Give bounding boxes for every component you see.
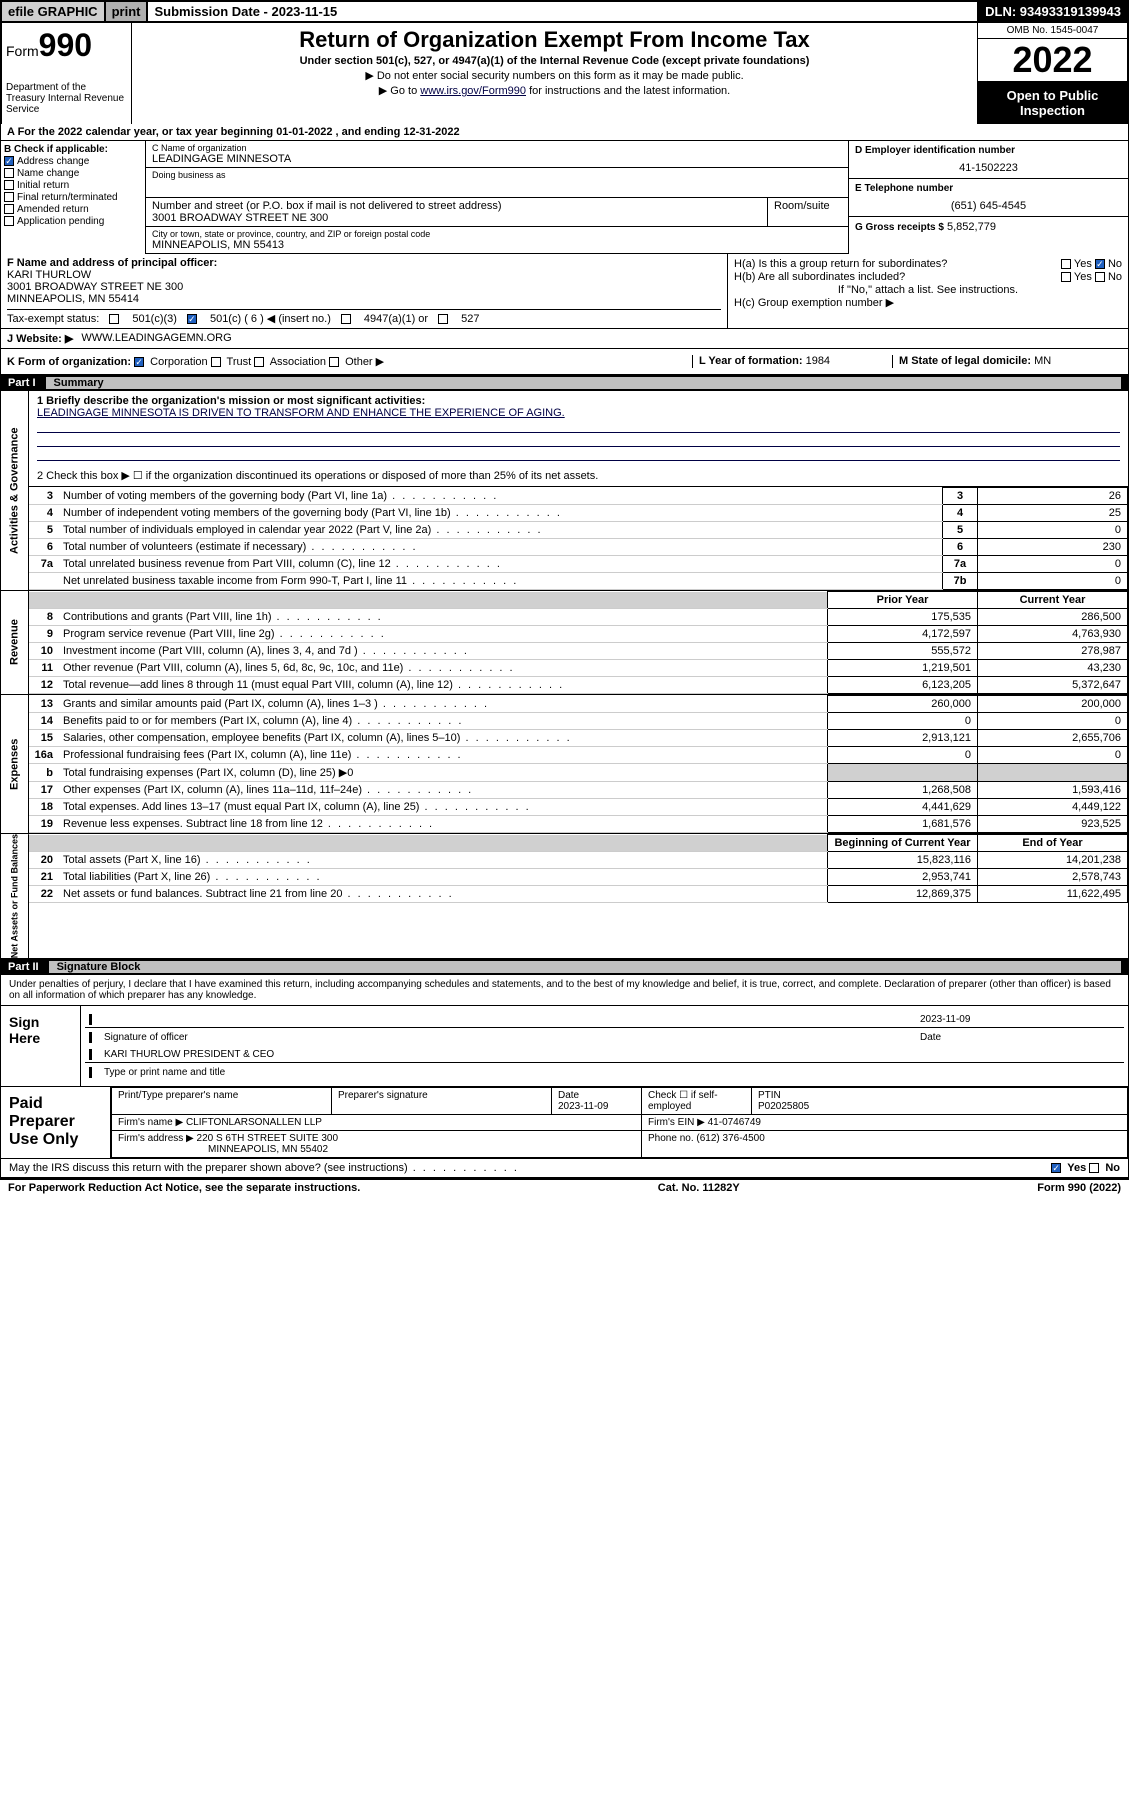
dln-label: DLN: 93493319139943 xyxy=(979,2,1127,21)
page-footer: For Paperwork Reduction Act Notice, see … xyxy=(0,1178,1129,1196)
discuss-yes-checkbox[interactable] xyxy=(1051,1163,1061,1173)
section-f: F Name and address of principal officer:… xyxy=(1,254,728,328)
form-number: Form990 xyxy=(6,27,127,64)
paid-preparer-label: Paid Preparer Use Only xyxy=(1,1087,111,1158)
checkbox-application-pending[interactable] xyxy=(4,216,14,226)
firm-name: CLIFTONLARSONALLEN LLP xyxy=(186,1117,322,1128)
omb-number: OMB No. 1545-0047 xyxy=(978,23,1127,39)
formation-year: 1984 xyxy=(806,355,830,367)
checkbox-initial-return[interactable] xyxy=(4,180,14,190)
part2-header: Part IISignature Block xyxy=(0,959,1129,975)
irs-discuss-row: May the IRS discuss this return with the… xyxy=(1,1158,1128,1177)
form-title: Return of Organization Exempt From Incom… xyxy=(136,27,973,53)
section-h: H(a) Is this a group return for subordin… xyxy=(728,254,1128,328)
domicile-state: MN xyxy=(1034,355,1051,367)
checkbox-amended-return[interactable] xyxy=(4,204,14,214)
ptin: P02025805 xyxy=(758,1101,809,1112)
paid-preparer-section: Paid Preparer Use Only Print/Type prepar… xyxy=(1,1086,1128,1158)
mission-text: LEADINGAGE MINNESOTA IS DRIVEN TO TRANSF… xyxy=(37,407,1120,419)
4947-checkbox[interactable] xyxy=(341,314,351,324)
discuss-no-checkbox[interactable] xyxy=(1089,1163,1099,1173)
street-address: 3001 BROADWAY STREET NE 300 xyxy=(152,212,761,224)
vlabel-expenses: Expenses xyxy=(1,695,29,833)
501c3-checkbox[interactable] xyxy=(109,314,119,324)
tax-status-row: Tax-exempt status: 501(c)(3) 501(c) ( 6 … xyxy=(7,309,721,325)
revenue-table: Prior YearCurrent Year8Contributions and… xyxy=(29,591,1128,694)
submission-date: Submission Date - 2023-11-15 xyxy=(148,2,979,21)
section-fh: F Name and address of principal officer:… xyxy=(0,254,1129,329)
section-bcd: B Check if applicable: Address changeNam… xyxy=(0,141,1129,254)
vlabel-netassets: Net Assets or Fund Balances xyxy=(1,834,29,958)
firm-phone: (612) 376-4500 xyxy=(696,1133,764,1144)
city-state-zip: MINNEAPOLIS, MN 55413 xyxy=(152,239,842,251)
signature-block: Under penalties of perjury, I declare th… xyxy=(0,975,1129,1178)
ein-value: 41-1502223 xyxy=(855,162,1122,174)
officer-name-title: KARI THURLOW PRESIDENT & CEO xyxy=(89,1049,1120,1060)
activities-table: 3Number of voting members of the governi… xyxy=(29,487,1128,590)
print-button[interactable]: print xyxy=(106,2,149,21)
section-b: B Check if applicable: Address changeNam… xyxy=(1,141,146,254)
501c-checkbox[interactable] xyxy=(187,314,197,324)
org-name: LEADINGAGE MINNESOTA xyxy=(152,153,842,165)
vlabel-activities: Activities & Governance xyxy=(1,391,29,590)
gross-receipts: 5,852,779 xyxy=(947,221,996,233)
declaration-text: Under penalties of perjury, I declare th… xyxy=(1,975,1128,1006)
netassets-table: Beginning of Current YearEnd of Year20To… xyxy=(29,834,1128,903)
efile-label: efile GRAPHIC xyxy=(2,2,106,21)
checkbox-name-change[interactable] xyxy=(4,168,14,178)
part1-header: Part ISummary xyxy=(0,375,1129,391)
tax-year: 2022 xyxy=(978,39,1127,82)
form-header: Form990 Department of the Treasury Inter… xyxy=(0,23,1129,124)
website-row: J Website: ▶ WWW.LEADINGAGEMN.ORG xyxy=(0,329,1129,349)
subtitle-1: Under section 501(c), 527, or 4947(a)(1)… xyxy=(136,55,973,67)
top-bar: efile GRAPHIC print Submission Date - 20… xyxy=(0,0,1129,23)
checkbox-address-change[interactable] xyxy=(4,156,14,166)
k-form-row: K Form of organization: Corporation Trus… xyxy=(0,349,1129,375)
website-url: WWW.LEADINGAGEMN.ORG xyxy=(81,332,231,345)
vlabel-revenue: Revenue xyxy=(1,591,29,694)
line-a: A For the 2022 calendar year, or tax yea… xyxy=(0,124,1129,141)
telephone: (651) 645-4545 xyxy=(855,200,1122,212)
open-public-badge: Open to Public Inspection xyxy=(978,82,1127,124)
summary-section: Activities & Governance 1 Briefly descri… xyxy=(0,391,1129,591)
dept-label: Department of the Treasury Internal Reve… xyxy=(6,82,127,115)
irs-link[interactable]: www.irs.gov/Form990 xyxy=(420,85,526,97)
checkbox-final-return-terminated[interactable] xyxy=(4,192,14,202)
sign-here-label: Sign Here xyxy=(1,1006,81,1086)
section-deg: D Employer identification number41-15022… xyxy=(848,141,1128,254)
527-checkbox[interactable] xyxy=(438,314,448,324)
subtitle-3: ▶ Go to www.irs.gov/Form990 for instruct… xyxy=(136,84,973,97)
subtitle-2: ▶ Do not enter social security numbers o… xyxy=(136,69,973,82)
firm-ein: 41-0746749 xyxy=(708,1117,761,1128)
section-c: C Name of organizationLEADINGAGE MINNESO… xyxy=(146,141,848,254)
officer-name: KARI THURLOW xyxy=(7,269,721,281)
expenses-table: 13Grants and similar amounts paid (Part … xyxy=(29,695,1128,833)
